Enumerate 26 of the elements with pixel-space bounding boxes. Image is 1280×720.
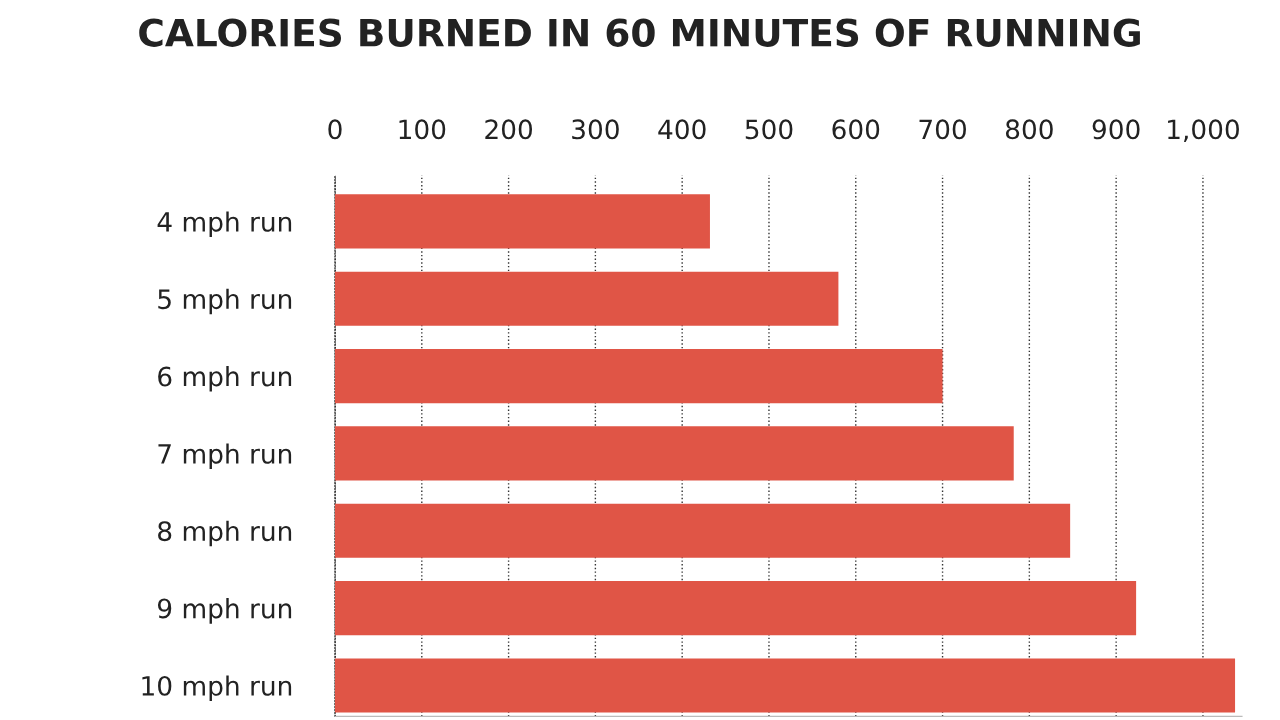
x-tick-label: 600 — [832, 119, 880, 140]
bar — [335, 581, 1137, 636]
bar — [335, 658, 1236, 713]
x-tick-label: 200 — [485, 119, 533, 140]
x-tick-label: 0 — [328, 119, 342, 140]
bar — [335, 426, 1014, 481]
x-tick-label: 500 — [745, 119, 793, 140]
x-tick-label: 100 — [399, 119, 446, 140]
x-tick-label: 900 — [1092, 119, 1140, 140]
x-tick-label: 400 — [658, 119, 706, 140]
y-tick-label: 4 mph run — [157, 211, 292, 237]
y-tick-label: 9 mph run — [157, 598, 292, 624]
y-tick-label: 6 mph run — [158, 366, 292, 392]
y-tick-label: 10 mph run — [142, 675, 292, 701]
bar — [335, 271, 839, 326]
y-tick-label: 5 mph run — [158, 288, 292, 315]
y-tick-label: 8 mph run — [158, 520, 292, 547]
bar — [335, 503, 1071, 558]
chart-title: CALORIES BURNED IN 60 MINUTES OF RUNNING — [139, 18, 1140, 47]
bar — [335, 194, 710, 249]
x-tick-label: 700 — [919, 119, 966, 140]
x-tick-label: 300 — [572, 119, 619, 140]
x-tick-label: 800 — [1005, 119, 1053, 140]
bar — [335, 349, 943, 404]
x-tick-label: 1,000 — [1168, 119, 1239, 143]
y-tick-label: 7 mph run — [158, 443, 292, 469]
